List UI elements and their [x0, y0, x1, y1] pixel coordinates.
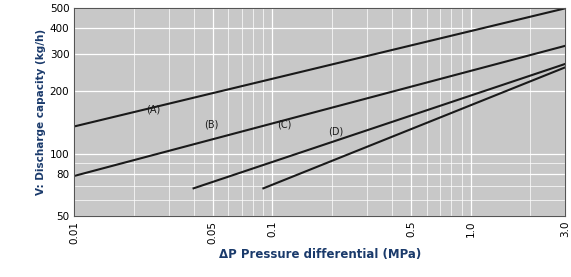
Text: (D): (D) — [328, 126, 343, 136]
Text: (A): (A) — [146, 105, 160, 115]
Text: (C): (C) — [277, 119, 291, 129]
X-axis label: ΔP Pressure differential (MPa): ΔP Pressure differential (MPa) — [219, 248, 421, 261]
Y-axis label: V: Discharge capacity (kg/h): V: Discharge capacity (kg/h) — [35, 29, 46, 195]
Text: (B): (B) — [204, 119, 218, 129]
